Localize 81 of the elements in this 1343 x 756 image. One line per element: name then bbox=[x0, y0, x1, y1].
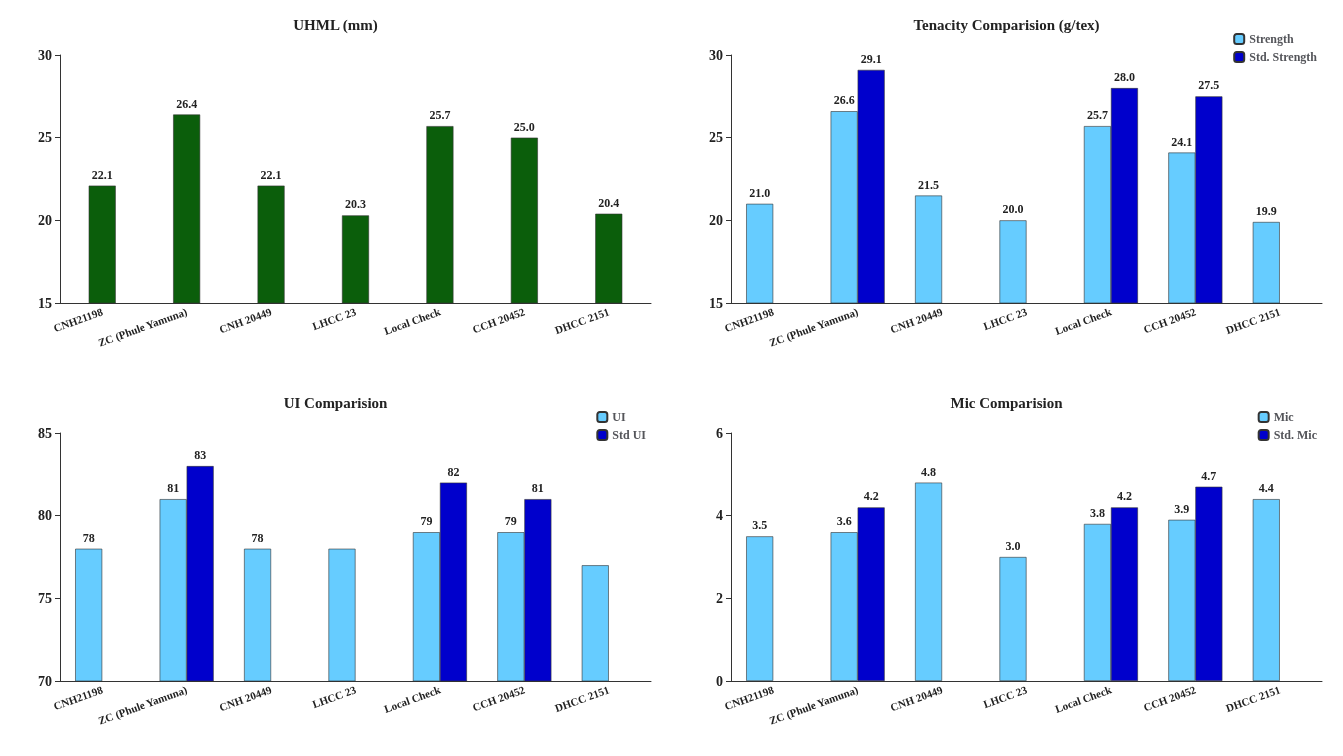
y-tick-label: 2 bbox=[716, 590, 723, 606]
data-label: 79 bbox=[504, 514, 517, 529]
x-tick-label: LHCC 23 bbox=[310, 305, 359, 333]
data-label: 20.4 bbox=[598, 195, 620, 210]
data-label: 25.0 bbox=[513, 119, 535, 134]
data-label: 21.5 bbox=[918, 177, 940, 192]
data-label: 78 bbox=[82, 530, 95, 545]
data-label: 82 bbox=[447, 464, 460, 479]
y-tick-label: 20 bbox=[709, 212, 723, 228]
y-tick-label: 0 bbox=[716, 673, 723, 689]
data-label: 4.2 bbox=[863, 489, 879, 504]
x-tick-label: CCH 20452 bbox=[1141, 683, 1198, 714]
data-label: 25.7 bbox=[429, 108, 451, 123]
x-tick-label: CNH 20449 bbox=[217, 683, 274, 714]
y-tick-label: 30 bbox=[38, 47, 52, 63]
y-tick-label: 75 bbox=[38, 590, 52, 606]
chart-title: Tenacity Comparision (g/tex) bbox=[913, 16, 1100, 34]
data-label: 22.1 bbox=[260, 167, 282, 182]
y-tick-label: 15 bbox=[709, 295, 723, 311]
data-label: 25.7 bbox=[1086, 108, 1108, 123]
x-tick-label: CCH 20452 bbox=[470, 305, 527, 336]
x-tick-label: DHCC 2151 bbox=[553, 305, 611, 337]
y-tick-label: 4 bbox=[716, 508, 723, 524]
legend-label: Std. Mic bbox=[1273, 428, 1318, 442]
data-label: 20.3 bbox=[345, 197, 366, 212]
y-tick-label: 15 bbox=[38, 295, 52, 311]
data-label: 83 bbox=[194, 448, 207, 463]
legend-label: Std. Strength bbox=[1249, 50, 1318, 64]
x-tick-label: DHCC 2151 bbox=[1224, 305, 1282, 337]
y-tick-label: 85 bbox=[38, 425, 52, 441]
y-tick-label: 80 bbox=[38, 508, 52, 524]
chart-title: UI Comparision bbox=[283, 394, 389, 411]
data-label: 4.8 bbox=[921, 464, 937, 479]
x-tick-label: DHCC 2151 bbox=[1224, 683, 1282, 715]
x-tick-label: Local Check bbox=[1053, 305, 1114, 337]
y-tick-label: 6 bbox=[716, 425, 723, 441]
y-tick-label: 25 bbox=[38, 130, 52, 146]
data-label: 79 bbox=[420, 514, 433, 529]
y-tick-label: 70 bbox=[38, 673, 52, 689]
x-tick-label: LHCC 23 bbox=[981, 305, 1030, 333]
legend-label: Strength bbox=[1249, 32, 1294, 46]
data-label: 29.1 bbox=[860, 51, 882, 66]
data-label: 27.5 bbox=[1198, 78, 1220, 93]
x-tick-label: CCH 20452 bbox=[470, 683, 527, 714]
x-tick-label: Local Check bbox=[382, 683, 443, 715]
y-tick-label: 30 bbox=[709, 47, 723, 63]
data-label: 4.4 bbox=[1258, 481, 1274, 496]
data-label: 26.6 bbox=[833, 93, 855, 108]
y-tick-label: 25 bbox=[709, 130, 723, 146]
data-label: 4.2 bbox=[1116, 489, 1132, 504]
x-tick-label: CNH 20449 bbox=[888, 683, 945, 714]
x-tick-label: CCH 20452 bbox=[1141, 305, 1198, 336]
data-label: 26.4 bbox=[176, 96, 198, 111]
data-label: 19.9 bbox=[1255, 203, 1277, 218]
x-tick-label: CNH 20449 bbox=[888, 305, 945, 336]
data-label: 20.0 bbox=[1002, 202, 1024, 217]
data-label: 21.0 bbox=[749, 185, 771, 200]
data-label: 4.7 bbox=[1201, 468, 1217, 483]
y-tick-label: 20 bbox=[38, 212, 52, 228]
data-label: 81 bbox=[167, 481, 180, 496]
legend-label: Mic bbox=[1273, 410, 1295, 424]
x-tick-label: DHCC 2151 bbox=[553, 683, 611, 715]
x-tick-label: LHCC 23 bbox=[310, 683, 359, 711]
data-label: 3.0 bbox=[1005, 539, 1021, 553]
chart-title: UHML (mm) bbox=[293, 16, 378, 34]
x-tick-label: Local Check bbox=[1053, 683, 1114, 715]
x-tick-label: Local Check bbox=[382, 305, 443, 337]
data-label: 3.6 bbox=[836, 514, 852, 529]
data-label: 3.8 bbox=[1089, 505, 1105, 520]
data-label: 3.5 bbox=[752, 518, 768, 533]
data-label: 24.1 bbox=[1171, 134, 1193, 149]
legend-label: UI bbox=[612, 410, 626, 424]
data-label: 22.1 bbox=[91, 167, 113, 182]
data-label: 28.0 bbox=[1113, 70, 1135, 85]
x-tick-label: LHCC 23 bbox=[981, 683, 1030, 711]
data-label: 81 bbox=[531, 481, 544, 496]
chart-title: Mic Comparision bbox=[950, 394, 1064, 411]
x-tick-label: CNH 20449 bbox=[217, 305, 274, 336]
data-label: 78 bbox=[251, 530, 264, 545]
legend-label: Std UI bbox=[612, 428, 647, 442]
data-label: 3.9 bbox=[1174, 501, 1190, 516]
